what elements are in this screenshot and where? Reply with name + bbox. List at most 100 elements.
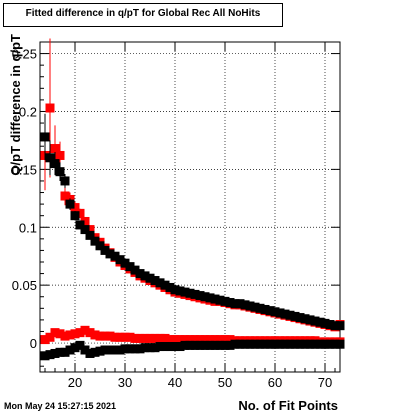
data-point (150, 276, 160, 286)
data-point (205, 293, 215, 303)
data-point (265, 306, 275, 316)
data-point (70, 343, 80, 353)
data-point (55, 150, 65, 160)
data-point (285, 310, 295, 320)
data-point (165, 342, 175, 352)
data-point (145, 273, 155, 283)
x-tick-label: 30 (118, 375, 132, 390)
data-point (280, 309, 290, 319)
data-point (275, 339, 285, 349)
data-point (160, 342, 170, 352)
data-point (85, 230, 95, 240)
data-point (225, 298, 235, 308)
data-point (85, 328, 95, 338)
data-point (55, 347, 65, 357)
data-point (105, 331, 115, 341)
data-point (260, 339, 270, 349)
data-point (120, 258, 130, 268)
data-point (65, 345, 75, 355)
data-point (195, 291, 205, 301)
data-point (70, 203, 80, 213)
data-point (240, 339, 250, 349)
y-tick-label: 0.15 (12, 162, 37, 177)
data-point (210, 294, 220, 304)
data-point (95, 346, 105, 356)
data-point (315, 317, 325, 327)
y-tick-label: 0.05 (12, 278, 37, 293)
data-point (250, 302, 260, 312)
data-point (160, 333, 170, 343)
plot-frame (39, 41, 341, 373)
data-point (260, 304, 270, 314)
data-point (320, 339, 330, 349)
data-point (90, 347, 100, 357)
data-point (80, 345, 90, 355)
data-points (40, 38, 345, 361)
data-point (305, 315, 315, 325)
data-point (155, 333, 165, 343)
data-point (45, 103, 55, 113)
data-point (315, 339, 325, 349)
data-point (80, 225, 90, 235)
data-point (115, 345, 125, 355)
data-point (265, 339, 275, 349)
data-point (70, 211, 80, 221)
data-point (150, 343, 160, 353)
data-point (145, 333, 155, 343)
data-point (125, 332, 135, 342)
data-point (215, 295, 225, 305)
data-point (55, 329, 65, 339)
data-point (275, 308, 285, 318)
data-point (95, 241, 105, 251)
data-point (50, 144, 60, 154)
data-point (140, 343, 150, 353)
data-point (70, 329, 80, 339)
data-point (115, 255, 125, 265)
data-point (185, 288, 195, 298)
y-tick-label: 0.2 (19, 104, 37, 119)
data-point (130, 344, 140, 354)
data-point (220, 296, 230, 306)
data-point (55, 167, 65, 177)
data-point (335, 339, 345, 349)
x-axis-label: No. of Fit Points (238, 398, 338, 413)
data-point (160, 280, 170, 290)
data-point (180, 335, 190, 345)
data-point (65, 199, 75, 209)
y-axis-label: Q/pT difference in q/pT (8, 34, 23, 176)
data-point (60, 191, 70, 201)
tick-labels: 20 30 40 50 60 70 0 0.05 0.1 0.15 0.2 0.25 (12, 47, 333, 390)
data-point (310, 316, 320, 326)
data-point (305, 339, 315, 349)
data-point (195, 335, 205, 345)
data-point (200, 335, 210, 345)
data-point (335, 321, 345, 331)
data-point (300, 314, 310, 324)
data-point (190, 335, 200, 345)
data-point (205, 340, 215, 350)
data-point (295, 313, 305, 323)
data-point (140, 333, 150, 343)
data-point (145, 343, 155, 353)
data-point (45, 332, 55, 342)
data-point (290, 339, 300, 349)
data-point (245, 339, 255, 349)
data-point (175, 286, 185, 296)
data-point (90, 236, 100, 246)
data-point (155, 342, 165, 352)
data-point (200, 292, 210, 302)
data-point (270, 307, 280, 317)
data-point (130, 333, 140, 343)
data-point (85, 348, 95, 358)
data-point (105, 249, 115, 259)
data-point (310, 339, 320, 349)
data-point (175, 342, 185, 352)
data-point (255, 303, 265, 313)
data-point (50, 348, 60, 358)
data-point (120, 332, 130, 342)
data-point (250, 339, 260, 349)
data-point (170, 342, 180, 352)
data-point (320, 318, 330, 328)
data-point (40, 351, 50, 361)
data-point (80, 216, 90, 226)
